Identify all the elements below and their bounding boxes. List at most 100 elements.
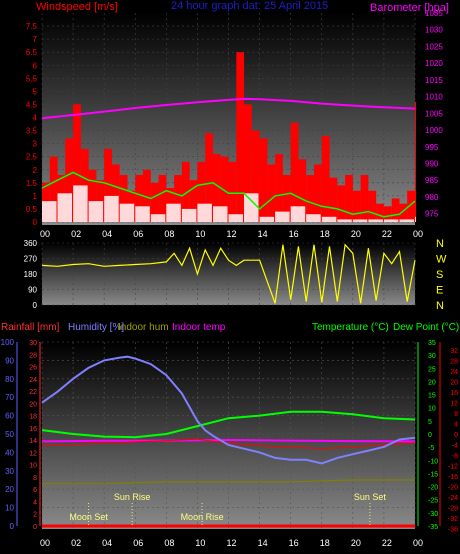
wind-bar (352, 190, 361, 222)
wind-bar (150, 182, 159, 222)
direction-series (41, 243, 416, 304)
event-label: Sun Set (354, 492, 387, 502)
wind-avg-bar (321, 216, 337, 222)
wind-bar (174, 175, 182, 222)
temp-y-tick: -35 (428, 524, 438, 531)
dew-y-tick: 16 (450, 390, 458, 397)
temp-x-tick: 12 (226, 538, 236, 548)
dewpoint-line (41, 438, 416, 450)
wind-x-tick: 14 (258, 229, 268, 239)
wind-y-tick: 2.5 (26, 153, 38, 162)
baro-y-tick: 980 (425, 193, 439, 202)
humidity-y-tick: 20 (5, 485, 14, 494)
wind-bar (399, 203, 408, 222)
wind-bar (119, 175, 128, 222)
wind-bar (251, 130, 260, 222)
wind-bar (181, 161, 190, 222)
baro-y-tick: 975 (425, 210, 439, 219)
wind-x-tick: 20 (351, 229, 361, 239)
wind-avg-bar (57, 193, 72, 222)
wind-x-tick: 00 (413, 229, 423, 239)
dew-y-tick: 8 (454, 411, 458, 418)
wind-bar (228, 161, 237, 222)
humidity-label: Humidity [%] (68, 322, 124, 333)
wind-bar (267, 164, 276, 222)
wind-y-tick: 4.5 (26, 100, 38, 109)
wind-avg-bar (119, 203, 135, 222)
temp-y-tick: 0 (428, 432, 432, 439)
wind-bar (197, 161, 206, 222)
wind-y-tick: 7 (33, 35, 38, 44)
dir-y-tick: 180 (24, 270, 38, 279)
wind-avg-bar (73, 185, 88, 222)
temp-y-tick: 10 (428, 406, 436, 413)
baro-y-tick: 1020 (425, 59, 443, 68)
indoor-temp-line (41, 438, 416, 443)
wind-y-tick: 6.5 (26, 48, 38, 57)
rain-y-tick: 20 (29, 401, 37, 408)
dir-y-tick: 270 (24, 255, 38, 264)
rain-y-tick: 16 (29, 426, 37, 433)
temp-y-tick: -15 (428, 471, 438, 478)
wind-bar (282, 175, 291, 222)
rain-y-tick: 30 (29, 340, 37, 347)
rain-y-tick: 28 (29, 352, 37, 359)
wind-bar (407, 190, 415, 222)
wind-avg-bar (259, 216, 275, 222)
dir-y-tick: 90 (28, 286, 37, 295)
rain-y-tick: 4 (33, 499, 37, 506)
wind-x-tick: 16 (289, 229, 299, 239)
wind-bar (391, 198, 400, 222)
wind-bar (259, 138, 268, 222)
temp-x-tick: 22 (382, 538, 392, 548)
wind-x-tick: 04 (102, 229, 112, 239)
wind-avg-bar (228, 214, 243, 222)
compass-letter: S (436, 269, 443, 281)
baro-y-tick: 1025 (425, 42, 443, 51)
wind-y-tick: 1 (33, 192, 38, 201)
wind-avg-bar (104, 195, 119, 222)
humidity-y-tick: 10 (5, 504, 14, 513)
wind-avg-bar (213, 206, 228, 222)
wind-avg-bar (150, 214, 166, 222)
temp-y-tick: -5 (428, 445, 434, 452)
temp-y-tick: 15 (428, 393, 436, 400)
wind-bar (383, 206, 392, 222)
wind-avg-bar (135, 206, 150, 222)
rain-y-tick: 8 (33, 475, 37, 482)
temperature-series: Moon Set Sun Rise Moon Rise Sun Set (41, 355, 416, 528)
baro-y-tick: 995 (425, 143, 439, 152)
dew-y-tick: -12 (448, 464, 458, 471)
rain-y-tick: 26 (29, 365, 37, 372)
wind-bar (104, 148, 112, 222)
axis-labels: 0000020204040606080810101212141416161818… (1, 9, 458, 548)
wind-bar (158, 175, 167, 222)
dir-y-tick: 360 (24, 239, 38, 248)
wind-series (41, 52, 416, 223)
wind-y-tick: 6 (33, 61, 38, 70)
dew-y-tick: 24 (450, 369, 458, 376)
wind-avg-bar (368, 219, 383, 222)
wind-bar (368, 190, 377, 222)
wind-bar (143, 169, 151, 223)
wind-avg-bar (244, 193, 259, 222)
dew-y-tick: -4 (452, 443, 458, 450)
wind-x-tick: 02 (71, 229, 81, 239)
humidity-y-tick: 40 (5, 448, 14, 457)
temp-y-tick: -25 (428, 498, 438, 505)
wind-y-tick: 5 (33, 87, 38, 96)
wind-bar (135, 175, 144, 222)
compass-letter: N (436, 300, 444, 312)
wind-bar (345, 175, 353, 222)
wind-y-tick: 3.5 (26, 127, 38, 136)
dew-y-tick: 12 (450, 400, 458, 407)
temp-x-tick: 02 (71, 538, 81, 548)
wind-avg-bar (337, 219, 352, 222)
wind-bar (213, 154, 221, 222)
wind-bar (298, 159, 307, 222)
event-label: Moon Rise (181, 512, 224, 522)
dir-y-tick: 0 (33, 301, 38, 310)
baro-y-tick: 1015 (425, 76, 443, 85)
chart-title: 24 hour graph dat: 25 April 2015 (171, 0, 328, 12)
wind-bar (329, 177, 338, 222)
